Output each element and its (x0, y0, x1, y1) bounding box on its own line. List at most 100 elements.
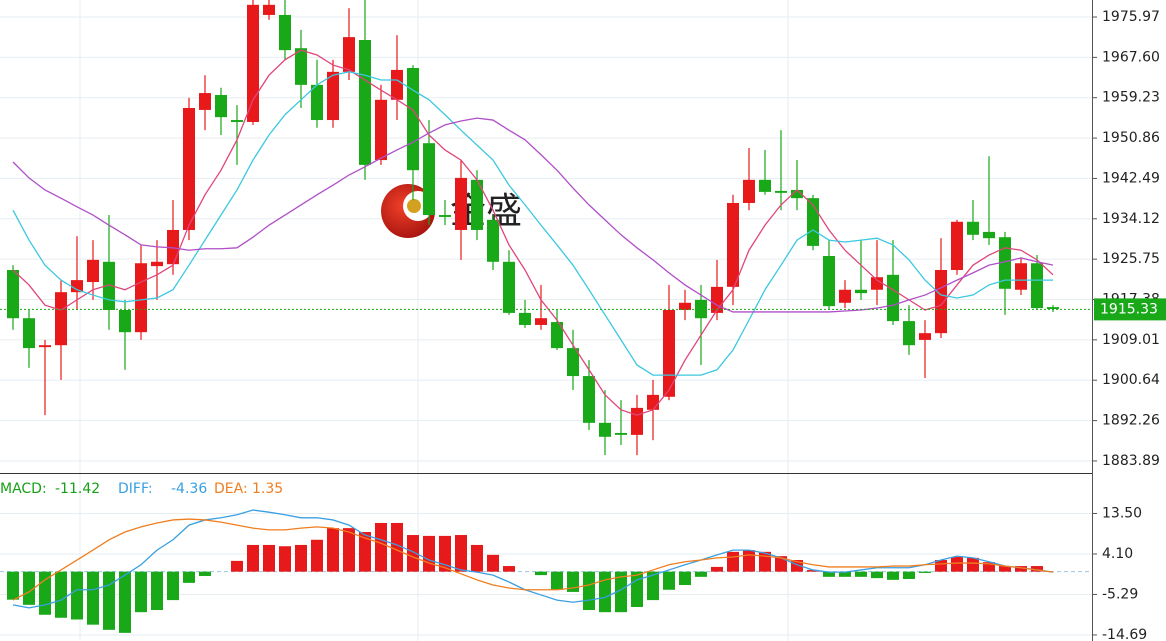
candle-body (1047, 307, 1059, 310)
candle-body (903, 321, 915, 346)
candle-body (663, 310, 675, 397)
candle-body (519, 312, 531, 325)
candle-body (135, 263, 147, 333)
candle-body (855, 289, 867, 294)
macd-bar (423, 535, 435, 572)
candle-body (455, 177, 467, 230)
legend-value: -11.42 (55, 481, 100, 497)
watermark-logo: 金盛 (381, 184, 522, 238)
macd-bar (1031, 566, 1043, 572)
candle-body (1031, 263, 1043, 309)
macd-bar (87, 571, 99, 625)
legend-label: MACD: (0, 481, 47, 497)
macd-bar (583, 571, 595, 611)
macd-bar (151, 571, 163, 611)
candle-body (247, 4, 259, 122)
last-price-box (1094, 298, 1166, 321)
macd-bar (487, 554, 499, 572)
candle-body (615, 432, 627, 435)
candle-body (487, 219, 499, 262)
candle-body (167, 229, 179, 265)
y-tick-label: 1959.23 (1102, 90, 1160, 106)
y-tick-label: 1975.97 (1102, 9, 1160, 25)
macd-bar (951, 557, 963, 572)
macd-bar (887, 571, 899, 580)
macd-bar (167, 571, 179, 601)
macd-bar (279, 546, 291, 572)
candle-body (679, 302, 691, 311)
macd-bar (295, 544, 307, 572)
macd-bar (871, 571, 883, 579)
candle-body (215, 94, 227, 118)
macd-bar (103, 571, 115, 630)
macd-bar (183, 571, 195, 583)
macd-bar (647, 571, 659, 601)
macd-bar (455, 535, 467, 572)
candle-body (375, 99, 387, 161)
candle-body (151, 261, 163, 267)
macd-bar (983, 562, 995, 572)
last-price-label: 1915.33 (1100, 301, 1158, 317)
y-tick-label: 13.50 (1102, 505, 1142, 521)
macd-bar (551, 571, 563, 590)
candle-body (599, 422, 611, 437)
macd-bar (823, 571, 835, 577)
candle-body (327, 71, 339, 121)
macd-bar (247, 544, 259, 572)
candle-body (295, 48, 307, 85)
macd-bar (775, 556, 787, 572)
macd-bar (935, 560, 947, 572)
macd-bar (711, 566, 723, 572)
candle-body (7, 269, 19, 319)
macd-bar (55, 571, 67, 618)
y-tick-label: -5.29 (1102, 586, 1138, 602)
macd-bar (391, 522, 403, 572)
y-tick-label: 1942.49 (1102, 170, 1160, 186)
macd-bar (599, 571, 611, 613)
macd-bar (7, 571, 19, 600)
macd-bar (263, 544, 275, 572)
candle-body (23, 318, 35, 349)
macd-bar (855, 571, 867, 577)
macd-bar (359, 532, 371, 572)
macd-bar (807, 569, 819, 572)
legend-value: 1.35 (252, 481, 283, 497)
legend-label: DIFF: (118, 481, 153, 497)
candle-body (871, 277, 883, 290)
macd-bar (999, 566, 1011, 572)
candle-body (39, 345, 51, 348)
candle-body (71, 280, 83, 293)
candle-body (407, 67, 419, 171)
macd-bar (679, 571, 691, 586)
candle-body (279, 14, 291, 51)
candle-body (951, 221, 963, 270)
macd-bar (471, 544, 483, 572)
macd-bar (743, 550, 755, 572)
candle-body (775, 190, 787, 193)
macd-bar (439, 535, 451, 572)
candle-body (1015, 263, 1027, 290)
y-tick-label: 1950.86 (1102, 130, 1160, 146)
candle-body (839, 289, 851, 303)
candle-body (791, 189, 803, 199)
macd-bar (839, 571, 851, 577)
macd-bar (503, 566, 515, 572)
candle-body (391, 69, 403, 100)
y-tick-label: 1900.64 (1102, 372, 1160, 388)
macd-bar (407, 535, 419, 572)
candle-body (551, 322, 563, 349)
candle-body (119, 310, 131, 333)
macd-bar (39, 571, 51, 615)
candle-body (471, 179, 483, 230)
macd-bar (631, 571, 643, 607)
macd-bar (967, 557, 979, 572)
macd-bar (311, 539, 323, 572)
candle-body (583, 376, 595, 423)
ma-line (12, 71, 1053, 376)
y-tick-label: 1925.75 (1102, 251, 1160, 267)
candle-body (567, 348, 579, 377)
price-plot (0, 0, 1092, 456)
